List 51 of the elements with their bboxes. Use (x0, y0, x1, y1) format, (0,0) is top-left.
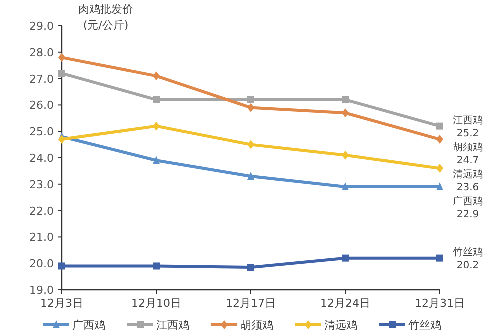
x-tick-label: 12月10日 (132, 297, 182, 310)
point (342, 108, 349, 118)
point (58, 135, 66, 144)
point (248, 140, 254, 150)
y-tick-label: 22.0 (30, 204, 54, 218)
endlabel: 竹丝鸡 20.2 (453, 247, 483, 272)
legend-label: 清远鸡 (324, 319, 358, 332)
y-tick-label: 23.0 (30, 178, 54, 192)
point (153, 96, 160, 104)
x-tick-label: 12月24日 (320, 297, 370, 310)
point (436, 182, 444, 191)
point (58, 70, 66, 78)
y-tick-label: 24.0 (30, 152, 54, 165)
point (153, 122, 160, 131)
point (58, 53, 66, 62)
point (436, 122, 444, 130)
point (153, 156, 160, 164)
legend-label: 江西鸡 (156, 319, 190, 332)
point (248, 96, 254, 104)
x-tick-label: 12月17日 (226, 297, 276, 310)
y-tick-label: 20.0 (30, 258, 54, 271)
point (342, 96, 349, 104)
point (342, 254, 349, 262)
point (153, 72, 160, 81)
point (436, 135, 444, 144)
endlabel: 清远鸡 23.6 (453, 169, 483, 194)
y-tick-label: 25.0 (30, 126, 54, 139)
y-tick-label: 29.0 (30, 20, 54, 33)
point (58, 262, 66, 270)
legend-label: 竹丝鸡 (408, 319, 442, 332)
point (342, 150, 349, 160)
point (342, 182, 349, 191)
point (436, 254, 444, 262)
y-axis-title: 肉鸡批发价 (元/公斤) (78, 3, 134, 32)
point (248, 172, 254, 180)
x-tick-label: 12月31日 (415, 297, 465, 310)
legend-label: 广西鸡 (72, 319, 106, 332)
y-tick-label: 21.0 (30, 231, 54, 244)
endlabel: 江西鸡 25.2 (453, 115, 483, 140)
x-tick-label: 12月3日 (40, 297, 84, 310)
legend-label: 胡须鸡 (240, 319, 274, 332)
point (248, 103, 254, 112)
endlabel: 胡须鸡 24.7 (453, 142, 483, 166)
y-tick-label: 28.0 (30, 46, 54, 60)
point (153, 262, 160, 270)
point (248, 264, 254, 272)
endlabel: 广西鸡 22.9 (453, 196, 483, 220)
point (436, 164, 444, 174)
y-tick-label: 26.0 (30, 99, 54, 112)
y-tick-label: 27.0 (30, 72, 54, 86)
y-tick-label: 19.0 (30, 284, 54, 297)
